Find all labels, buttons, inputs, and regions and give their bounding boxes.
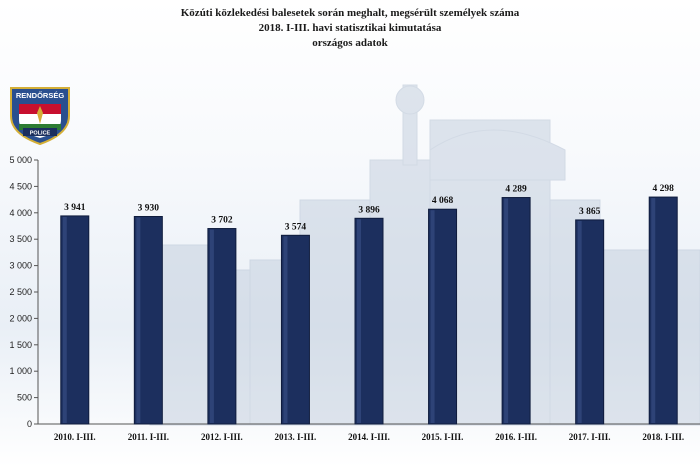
police-badge-logo: RENDŐRSÉG POLICE	[10, 87, 70, 146]
data-label: 3 574	[285, 222, 307, 232]
x-tick-label: 2015. I-III.	[422, 432, 464, 442]
y-tick-label: 2 500	[9, 287, 32, 297]
y-tick-label: 5 000	[9, 155, 32, 165]
building-dome	[429, 129, 566, 181]
bars	[60, 196, 678, 425]
bar-highlight	[430, 210, 435, 423]
data-label: 3 896	[358, 205, 380, 215]
bar-highlight	[136, 217, 141, 423]
data-label: 4 068	[432, 196, 454, 206]
x-tick-label: 2014. I-III.	[348, 432, 390, 442]
chart-subtitle: 2018. I-III. havi statisztikai kimutatás…	[258, 22, 442, 34]
y-tick-label: 4 500	[9, 181, 32, 191]
chart-titles: Közúti közlekedési balesetek során megha…	[0, 6, 700, 51]
data-labels: 3 941 3 930 3 702 3 574 3 896 4 068 4 289 3 865…	[64, 184, 674, 232]
bar-highlight	[504, 198, 509, 423]
data-label: 3 941	[64, 203, 86, 213]
chart-subtitle-2: országos adatok	[312, 37, 388, 49]
data-label: 3 930	[138, 203, 160, 213]
x-tick-label: 2012. I-III.	[201, 432, 243, 442]
y-tick-label: 1 500	[9, 340, 32, 350]
bar-highlight	[283, 236, 288, 423]
y-tick-label: 0	[27, 419, 32, 429]
y-tick-label: 4 000	[9, 208, 32, 218]
x-tick-label: 2011. I-III.	[128, 432, 169, 442]
data-label: 3 865	[579, 207, 601, 217]
data-label: 3 702	[211, 216, 233, 226]
x-tick-label: 2010. I-III.	[54, 432, 96, 442]
y-tick-label: 500	[17, 393, 32, 403]
y-tick-label: 3 500	[9, 234, 32, 244]
data-label: 4 298	[653, 184, 675, 194]
y-tick-label: 1 000	[9, 366, 32, 376]
bar-highlight	[577, 220, 582, 423]
x-tick-label: 2017. I-III.	[569, 432, 611, 442]
bar-highlight	[357, 219, 361, 423]
bar-highlight	[209, 229, 214, 423]
chart-title: Közúti közlekedési balesetek során megha…	[180, 7, 520, 19]
tower-top	[395, 85, 425, 115]
y-tick-label: 3 000	[9, 261, 32, 271]
logo-top-text: RENDŐRSÉG	[16, 91, 65, 100]
x-axis-labels: 2010. I-III. 2011. I-III. 2012. I-III. 2013…	[54, 432, 684, 442]
x-tick-label: 2018. I-III.	[642, 432, 684, 442]
data-label: 4 289	[505, 185, 527, 195]
x-tick-label: 2016. I-III.	[495, 432, 537, 442]
bar-highlight	[62, 216, 67, 423]
y-tick-label: 2 000	[9, 313, 32, 323]
bar-highlight	[651, 198, 656, 423]
logo-bottom-text: POLICE	[30, 131, 51, 137]
y-axis-ticks: 0 500 1 000 1 500 2 000 2 500 3 000 3 500 4 000 4…	[9, 155, 38, 429]
x-tick-label: 2013. I-III.	[275, 432, 317, 442]
